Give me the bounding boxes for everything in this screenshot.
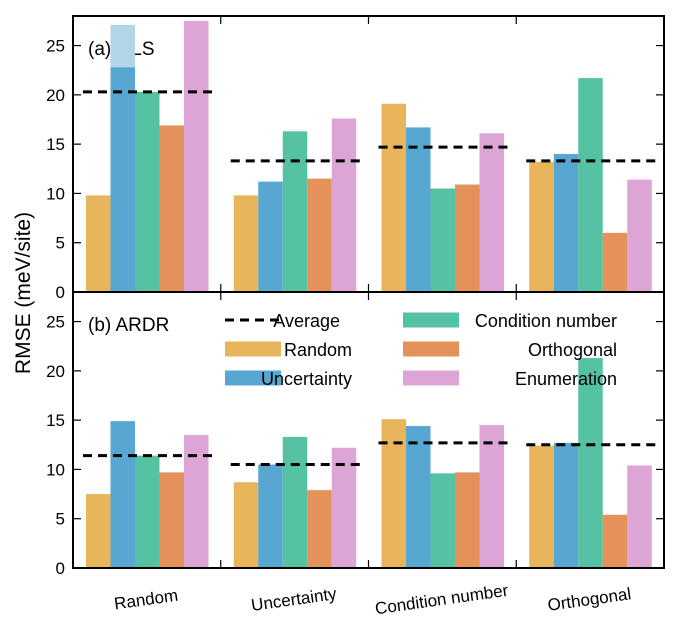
panel-b-label: (b) ARDR (88, 315, 169, 336)
panel-a-bar-orthogonal-condition-number (578, 78, 603, 292)
x-category-label-orthogonal: Orthogonal (546, 584, 632, 615)
panel-a-bar-orthogonal-orthogonal (602, 232, 628, 292)
panel-b-bar-uncertainty-random (233, 482, 259, 568)
panel-a-bar-uncertainty-uncertainty (258, 181, 283, 292)
legend-swatch-uncertainty (225, 370, 281, 386)
panel-a-ytick-label: 20 (46, 86, 65, 105)
panel-b-bar-uncertainty-uncertainty (258, 464, 283, 568)
panel-b-bar-uncertainty-enumeration (331, 447, 357, 568)
x-category-label-condition-number: Condition number (374, 581, 510, 619)
y-axis-label: RMSE (meV/site) (12, 212, 35, 374)
panel-a-bar-uncertainty-random (233, 195, 259, 292)
panel-a-bar-random-uncertainty-extension (110, 24, 135, 68)
legend-swatch-condition-number (403, 312, 459, 328)
panel-a-bar-uncertainty-enumeration (331, 118, 357, 292)
panel-b-bar-condition-number-orthogonal (455, 472, 480, 568)
panel-a-bar-condition-number-condition-number (430, 188, 455, 292)
panel-a-bar-condition-number-random (381, 103, 406, 292)
panel-a-bar-random-condition-number (135, 91, 160, 293)
panel-b-ytick-label: 0 (56, 559, 65, 578)
x-category-label-uncertainty: Uncertainty (250, 584, 338, 615)
legend: Average Random Uncertainty Condition number… (225, 311, 617, 389)
panel-b-bar-condition-number-enumeration (479, 425, 504, 568)
x-category-label-random: Random (113, 586, 179, 614)
panel-a-ytick-label: 10 (46, 184, 65, 203)
panel-b-bar-orthogonal-uncertainty (553, 442, 579, 568)
panel-b-bar-orthogonal-orthogonal (602, 514, 628, 568)
panel-b-bar-orthogonal-random (529, 445, 554, 568)
panel-a-bar-uncertainty-condition-number (282, 131, 308, 292)
panel-b-ytick-label: 5 (56, 510, 65, 529)
panel-b-bar-orthogonal-enumeration (627, 465, 652, 568)
legend-swatch-orthogonal (403, 341, 459, 357)
panel-b-bar-uncertainty-orthogonal (307, 490, 332, 568)
panel-a-ytick-label: 5 (56, 234, 65, 253)
panel-a-ytick-label: 25 (46, 37, 65, 56)
panel-a-bar-orthogonal-random (529, 161, 554, 292)
panel-a-bar-uncertainty-orthogonal (307, 178, 332, 292)
legend-average-label: Average (273, 311, 340, 331)
panel-a-bar-condition-number-enumeration (479, 133, 504, 292)
panel-b-ytick-label: 25 (46, 313, 65, 332)
panel-b-bar-random-orthogonal (159, 472, 184, 568)
legend-swatch-random (225, 341, 281, 357)
panel-a-ytick-label: 0 (56, 283, 65, 302)
legend-label-random: Random (284, 340, 352, 360)
panel-b-bar-orthogonal-condition-number (578, 358, 603, 568)
panel-b-ytick-label: 10 (46, 460, 65, 479)
panel-a-bar-condition-number-uncertainty (406, 127, 431, 292)
legend-label-orthogonal: Orthogonal (528, 340, 617, 360)
panel-a-bar-random-random (86, 195, 111, 292)
panel-a-bar-orthogonal-uncertainty (553, 154, 579, 292)
panel-b-bar-uncertainty-condition-number (282, 436, 308, 568)
panel-a-bar-random-orthogonal (159, 125, 184, 293)
chart-marks: 0 5 10 15 20 25 0 5 10 15 20 25 Random Uncertainty Con… (46, 15, 665, 619)
panel-b-frame (72, 291, 665, 569)
panel-b-ytick-label: 15 (46, 411, 65, 430)
panel-b-ytick-label: 20 (46, 362, 65, 381)
legend-label-enumeration: Enumeration (515, 369, 617, 389)
legend-label-condition-number: Condition number (475, 311, 617, 331)
panel-a-ytick-label: 15 (46, 135, 65, 154)
panel-b-bar-random-random (86, 494, 111, 568)
panel-b-bar-condition-number-uncertainty (406, 426, 431, 568)
panel-b-bar-random-uncertainty (110, 421, 135, 568)
panel-b-bar-random-condition-number (135, 455, 160, 568)
panel-b-bar-condition-number-condition-number (430, 473, 455, 568)
legend-swatch-enumeration (403, 370, 459, 386)
panel-a-bar-random-uncertainty (110, 67, 135, 292)
panel-a-bar-orthogonal-enumeration (627, 179, 652, 292)
legend-label-uncertainty: Uncertainty (261, 369, 352, 389)
panel-a-bar-condition-number-orthogonal (455, 184, 480, 292)
panel-a-bar-random-enumeration (184, 20, 209, 293)
